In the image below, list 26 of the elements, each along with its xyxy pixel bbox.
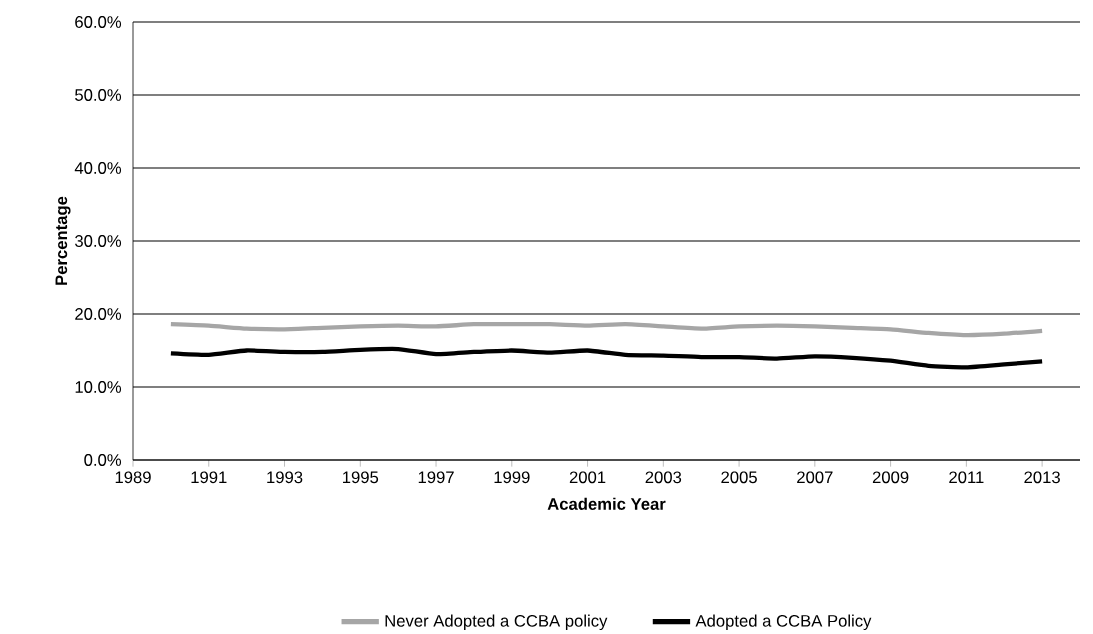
y-tick-label: 0.0% [84,454,122,466]
x-tick-label: 1995 [343,471,379,484]
y-tick-label: 30.0% [75,235,122,247]
y-axis-title: Percentage [55,196,71,285]
line-series [168,322,1045,338]
x-tick-label: 2007 [797,471,833,484]
x-tick-label: 2011 [949,471,984,484]
x-tick-label: 2003 [645,471,682,484]
x-tick-label: 1991 [191,471,227,484]
line-series [168,346,1045,370]
y-tick-label: 20.0% [75,308,122,320]
x-tick-label: 1999 [494,471,530,484]
legend-label: Adopted a CCBA Policy [695,614,872,631]
x-tick-label: 2009 [872,471,909,484]
y-tick-label: 50.0% [75,89,122,101]
x-tick-label: 2001 [569,471,606,484]
x-tick-label: 1997 [418,471,454,484]
x-tick-label: 1989 [115,471,151,484]
x-tick-label: 2005 [721,471,757,484]
legend-label: Never Adopted a CCBA policy [385,614,608,631]
x-axis-title: Academic Year [547,497,666,510]
x-tick-label: 1993 [267,471,303,484]
y-tick-label: 10.0% [75,381,122,393]
x-tick-label: 2013 [1024,471,1060,484]
y-tick-label: 40.0% [74,162,122,174]
y-tick-label: 60.0% [75,16,122,28]
